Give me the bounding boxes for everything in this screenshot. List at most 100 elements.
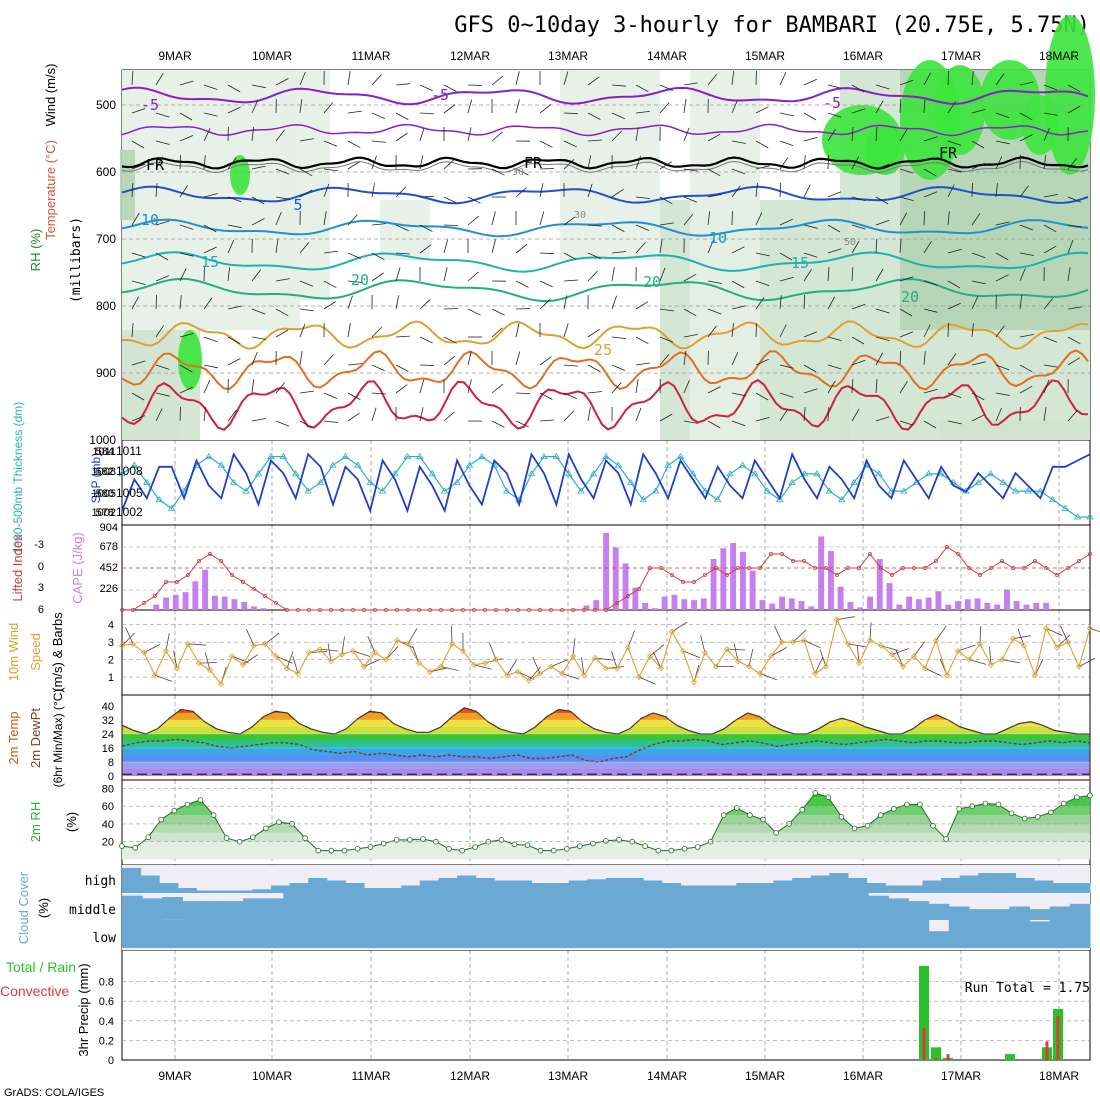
x-tick-label-bottom: 11MAR [351, 1069, 390, 1083]
wind-barb [635, 336, 649, 345]
rh-point [1087, 792, 1093, 799]
thickness-point [676, 452, 685, 460]
wind-barb [539, 392, 553, 400]
cloud-cell-low [122, 920, 143, 948]
cape-bar [925, 597, 932, 610]
x-tick-label-bottom: 9MAR [158, 1069, 192, 1083]
thickness-tick-label: 580 [96, 488, 114, 500]
cloud-cell-high [996, 873, 1016, 893]
cape-bar [632, 587, 639, 610]
thickness-point [130, 461, 139, 468]
wind-point [492, 656, 500, 663]
li-point [1000, 559, 1004, 563]
wind-barb [1067, 336, 1081, 345]
wind-barb-10m [154, 674, 173, 682]
cloud-cell-low [243, 920, 264, 948]
thickness-point [577, 487, 585, 494]
cape-bar [710, 558, 717, 610]
wind-barb [227, 157, 237, 170]
wind-point [437, 663, 445, 670]
rh-point [210, 812, 217, 818]
cloud-cell-high [159, 883, 179, 893]
cloud-cell-low [222, 920, 244, 948]
rh-tick-label: 20 [102, 837, 114, 849]
wind-barb [875, 100, 884, 114]
rh-point [1021, 815, 1028, 822]
wind-barb [371, 272, 384, 282]
wind-axis-title: Wind (m/s) [43, 64, 58, 127]
wind-barb [899, 196, 914, 201]
wind-barb [395, 335, 411, 338]
wind-barb [587, 76, 600, 86]
rh-point [119, 843, 125, 849]
wind-barb [1067, 105, 1081, 114]
wind-barb [251, 379, 255, 394]
wind-barb [1067, 267, 1071, 282]
wind-barb [155, 182, 158, 198]
wind-barb [347, 323, 351, 338]
cloud-cell-low [525, 920, 546, 948]
wind-barb [1043, 364, 1058, 368]
wind-barb [443, 159, 455, 170]
wind-barb [635, 111, 650, 114]
wind-barb-10m [363, 658, 381, 667]
wind-barb [947, 302, 961, 310]
cape-bar [700, 598, 707, 610]
cape-bar [1033, 602, 1040, 610]
x-tick-label-top: 16MAR [843, 49, 883, 63]
precip-title-1: Total / Rain [6, 959, 76, 975]
wind-barb [971, 162, 985, 170]
x-tick-label-bottom: 14MAR [647, 1069, 687, 1083]
pressure-tick-label: 1000 [89, 433, 116, 447]
wind-barb [347, 412, 360, 422]
cloud-cell-high [233, 890, 253, 893]
wind-barb [707, 386, 721, 394]
wind-barb [227, 240, 235, 254]
wind-barb-10m [653, 651, 662, 669]
wind-barb [947, 101, 956, 114]
wind-barb [539, 356, 552, 366]
thickness-point [763, 487, 772, 494]
wind-barb [875, 308, 890, 314]
precip-conv-bar [934, 1058, 938, 1060]
rh-blob [178, 330, 202, 390]
contour-label: 30 [512, 167, 524, 178]
temp-tick-label: 16 [102, 743, 114, 755]
rh-point [406, 837, 413, 843]
wind-barb-10m [733, 643, 739, 662]
thickness-point [341, 452, 350, 460]
wind-barb [467, 379, 472, 394]
wind-barb [563, 140, 577, 148]
cloud-cell-middle [1029, 909, 1051, 920]
wind-barb [563, 410, 574, 422]
cloud-cell-low [989, 920, 1010, 948]
cloud-cell-middle [162, 897, 183, 920]
wind-barb [539, 252, 555, 255]
wind-barb [155, 252, 169, 261]
pressure-tick-label: 900 [96, 366, 116, 380]
wind-barb [203, 193, 218, 198]
rh-point [812, 790, 819, 796]
slp-tick-label: 1005 [116, 486, 143, 500]
wind-barb [323, 211, 327, 226]
wind-barb [251, 196, 265, 205]
wind-barb [827, 406, 830, 422]
wind-barb [851, 359, 866, 366]
wind-barb [995, 73, 1005, 86]
x-tick-label-bottom: 18MAR [1039, 1069, 1079, 1083]
cape-tick-label: 452 [100, 562, 118, 574]
thickness-point [254, 470, 263, 477]
rh-point [956, 806, 962, 812]
wind-barb-10m [532, 656, 541, 674]
x-tick-label-top: 13MAR [548, 49, 588, 63]
wind-barb [155, 294, 157, 310]
wind-barb [371, 140, 386, 143]
wind-barb-10m [231, 655, 249, 664]
chart-title: GFS 0~10day 3-hourly for BAMBARI (20.75E… [454, 13, 1090, 38]
wind-barb [899, 128, 908, 142]
wind-barb-10m [935, 625, 947, 641]
wind-barb [323, 392, 338, 399]
wind-barb [299, 308, 314, 312]
wind-barb [683, 82, 698, 86]
cloud-cell-middle [464, 893, 486, 920]
